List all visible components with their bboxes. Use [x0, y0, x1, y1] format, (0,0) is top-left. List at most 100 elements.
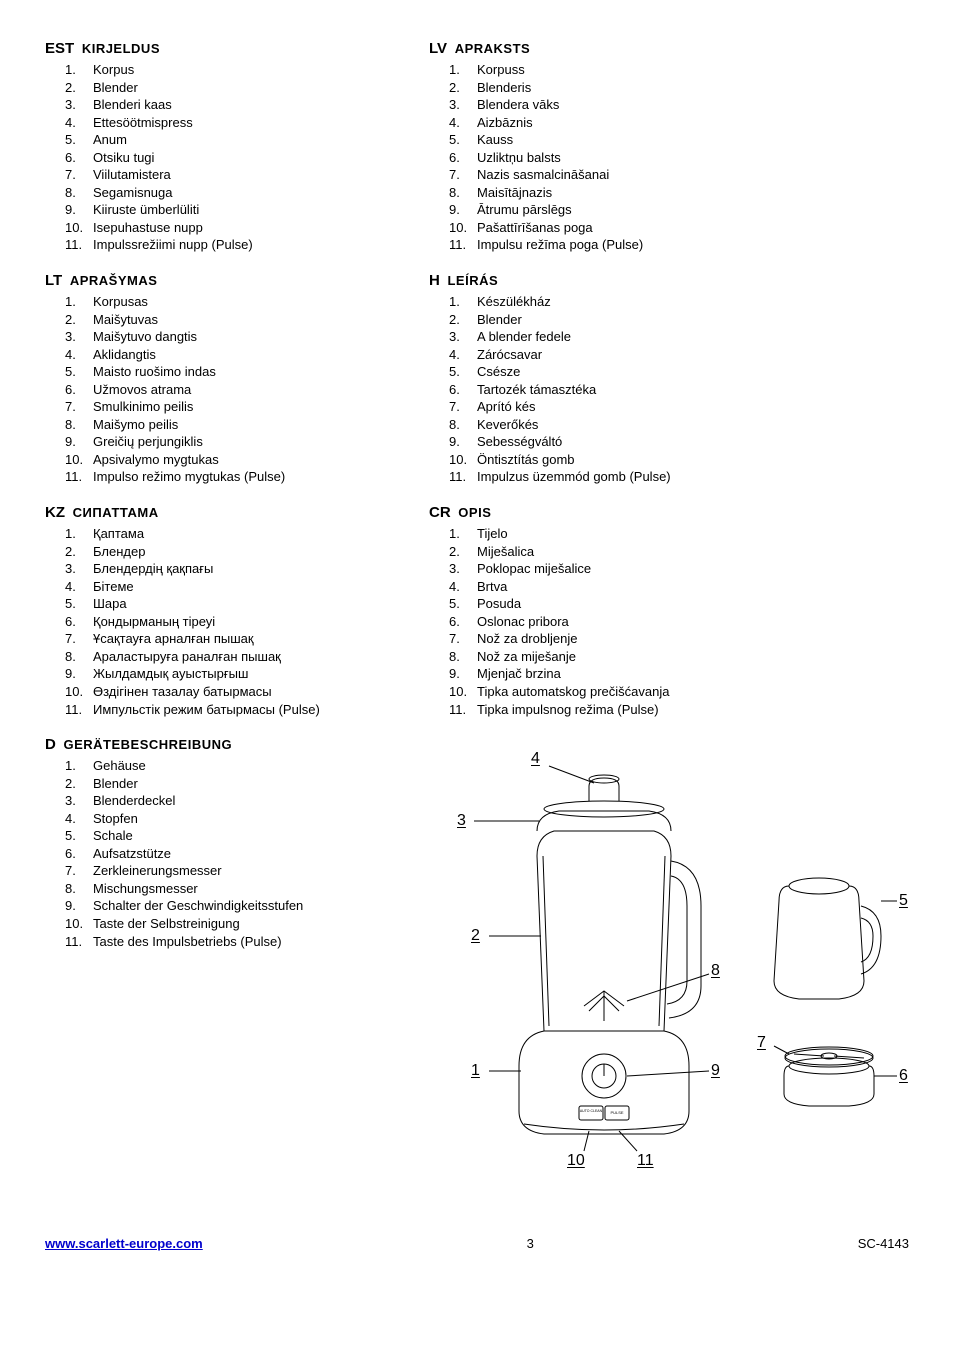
list-item: Segamisnuga: [93, 184, 409, 202]
list-item: Maišytuvo dangtis: [93, 328, 409, 346]
list-item: Impulso režimo mygtukas (Pulse): [93, 468, 409, 486]
language-code: LT: [45, 272, 62, 289]
list-item: Blenderi kaas: [93, 96, 409, 114]
list-item: Tipka impulsnog režima (Pulse): [477, 701, 909, 719]
list-item: Korpusas: [93, 293, 409, 311]
list-item: Taste der Selbstreinigung: [93, 915, 409, 933]
callout-label-6: 6: [899, 1067, 908, 1085]
section-heading: D GERÄTEBESCHREIBUNG: [45, 736, 409, 753]
list-item: Smulkinimo peilis: [93, 398, 409, 416]
list-item: Blender: [93, 775, 409, 793]
list-item: Schale: [93, 827, 409, 845]
language-section: D GERÄTEBESCHREIBUNG GehäuseBlenderBlende…: [45, 736, 409, 950]
section-title: OPIS: [458, 505, 491, 520]
language-section: LV APRAKSTS KorpussBlenderisBlendera vāks…: [429, 40, 909, 254]
list-item: Impulssrežiimi nupp (Pulse): [93, 236, 409, 254]
callout-label-8: 8: [711, 962, 720, 980]
language-code: D: [45, 736, 56, 753]
list-item: Өздігінен тазалау батырмасы: [93, 683, 409, 701]
section-title: LEÍRÁS: [447, 273, 498, 288]
parts-list: KorpusBlenderBlenderi kaasEttesöötmispre…: [45, 61, 409, 254]
list-item: Keverőkés: [477, 416, 909, 434]
language-section: H LEÍRÁSKészülékházBlenderA blender fede…: [429, 272, 909, 486]
list-item: Блендер: [93, 543, 409, 561]
list-item: Maišytuvas: [93, 311, 409, 329]
list-item: Maisītājnazis: [477, 184, 909, 202]
section-title: APRAKSTS: [455, 41, 531, 56]
list-item: Aprító kés: [477, 398, 909, 416]
list-item: Blendera vāks: [477, 96, 909, 114]
list-item: Užmovos atrama: [93, 381, 409, 399]
parts-list: KorpusasMaišytuvasMaišytuvo dangtisAklid…: [45, 293, 409, 486]
list-item: Қаптама: [93, 525, 409, 543]
list-item: Stopfen: [93, 810, 409, 828]
list-item: Жылдамдық ауыстырғыш: [93, 665, 409, 683]
list-item: Készülékház: [477, 293, 909, 311]
parts-list: TijeloMiješalicaPoklopac miješaliceBrtva…: [429, 525, 909, 718]
list-item: Schalter der Geschwindigkeitsstufen: [93, 897, 409, 915]
language-section: EST KIRJELDUS KorpusBlenderBlenderi kaasE…: [45, 40, 409, 254]
section-heading: KZ СИПАТТАМА: [45, 504, 409, 521]
list-item: Isepuhastuse nupp: [93, 219, 409, 237]
list-item: Poklopac miješalice: [477, 560, 909, 578]
list-item: Kauss: [477, 131, 909, 149]
section-heading: EST KIRJELDUS: [45, 40, 409, 57]
section-heading: LT APRAŠYMAS: [45, 272, 409, 289]
section-title: APRAŠYMAS: [70, 273, 158, 288]
callout-label-5: 5: [899, 892, 908, 910]
callout-label-10: 10: [567, 1152, 585, 1170]
list-item: Taste des Impulsbetriebs (Pulse): [93, 933, 409, 951]
list-item: Miješalica: [477, 543, 909, 561]
list-item: Blenderdeckel: [93, 792, 409, 810]
language-code: KZ: [45, 504, 65, 521]
section-heading: CR OPIS: [429, 504, 909, 521]
list-item: Apsivalymo mygtukas: [93, 451, 409, 469]
list-item: Impulsu režīma poga (Pulse): [477, 236, 909, 254]
list-item: Бітеме: [93, 578, 409, 596]
list-item: Blenderis: [477, 79, 909, 97]
list-item: Impulzus üzemmód gomb (Pulse): [477, 468, 909, 486]
list-item: Nož za drobljenje: [477, 630, 909, 648]
page-footer: www.scarlett-europe.com 3 SC-4143: [45, 1236, 909, 1251]
left-column: EST KIRJELDUSKorpusBlenderBlenderi kaasE…: [45, 40, 409, 1176]
list-item: Kiiruste ümberlüliti: [93, 201, 409, 219]
list-item: Korpuss: [477, 61, 909, 79]
list-item: Anum: [93, 131, 409, 149]
model-number: SC-4143: [858, 1236, 909, 1251]
list-item: Nazis sasmalcināšanai: [477, 166, 909, 184]
list-item: Korpus: [93, 61, 409, 79]
parts-list: ҚаптамаБлендерБлендердің қақпағыБітемеШа…: [45, 525, 409, 718]
list-item: Tipka automatskog prečišćavanja: [477, 683, 909, 701]
parts-list: GehäuseBlenderBlenderdeckelStopfenSchale…: [45, 757, 409, 950]
two-column-layout: EST KIRJELDUSKorpusBlenderBlenderi kaasE…: [45, 40, 909, 1176]
parts-list: KorpussBlenderisBlendera vāksAizbāznisKa…: [429, 61, 909, 254]
callout-label-3: 3: [457, 812, 466, 830]
language-section: LT APRAŠYMAS KorpusasMaišytuvasMaišytuvo …: [45, 272, 409, 486]
list-item: Aufsatzstütze: [93, 845, 409, 863]
list-item: Pašattīrīšanas poga: [477, 219, 909, 237]
list-item: A blender fedele: [477, 328, 909, 346]
list-item: Aklidangtis: [93, 346, 409, 364]
list-item: Mjenjač brzina: [477, 665, 909, 683]
svg-text:AUTO CLEAN: AUTO CLEAN: [580, 1109, 603, 1113]
list-item: Sebességváltó: [477, 433, 909, 451]
section-title: KIRJELDUS: [82, 41, 160, 56]
list-item: Csésze: [477, 363, 909, 381]
list-item: Oslonac pribora: [477, 613, 909, 631]
list-item: Tijelo: [477, 525, 909, 543]
list-item: Öntisztítás gomb: [477, 451, 909, 469]
list-item: Ұсақтауға арналған пышақ: [93, 630, 409, 648]
list-item: Блендердің қақпағы: [93, 560, 409, 578]
language-code: LV: [429, 40, 447, 57]
language-code: EST: [45, 40, 74, 57]
list-item: Nož za miješanje: [477, 648, 909, 666]
list-item: Zerkleinerungsmesser: [93, 862, 409, 880]
blender-diagram: AUTO CLEANPULSE1234567891011: [429, 736, 909, 1176]
list-item: Импульстік режим батырмасы (Pulse): [93, 701, 409, 719]
list-item: Tartozék támasztéka: [477, 381, 909, 399]
language-code: CR: [429, 504, 451, 521]
language-section: KZ СИПАТТАМА ҚаптамаБлендерБлендердің қақ…: [45, 504, 409, 718]
list-item: Zárócsavar: [477, 346, 909, 364]
section-title: СИПАТТАМА: [73, 505, 159, 520]
footer-website-link[interactable]: www.scarlett-europe.com: [45, 1236, 203, 1251]
